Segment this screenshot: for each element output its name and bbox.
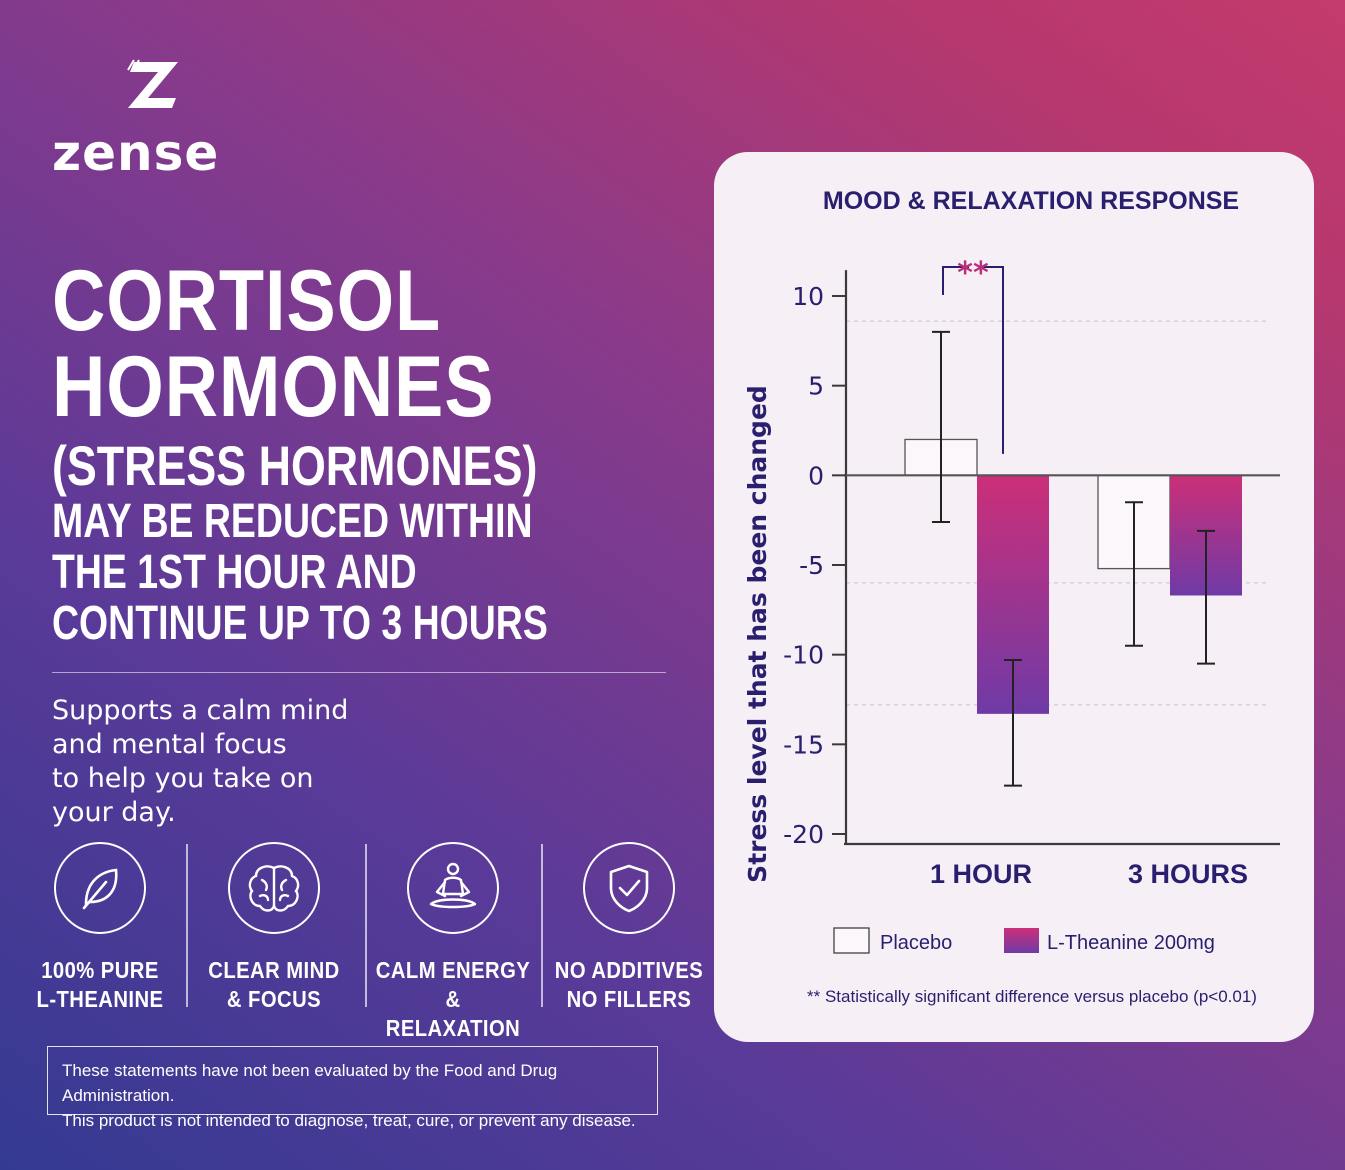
legend-label-theanine: L-Theanine 200mg	[1047, 932, 1215, 954]
headline-line-6: CONTINUE UP TO 3 HOURS	[52, 597, 548, 650]
headline-line-2: HORMONES	[52, 339, 495, 435]
chart-title: MOOD & RELAXATION RESPONSE	[823, 187, 1239, 215]
feature-pure-l-theanine: 100% PURE L-THEANINE	[12, 840, 188, 1014]
significance-marker: **	[957, 256, 989, 291]
feature-label-line-2: & RELAXATION	[385, 986, 521, 1041]
feature-separator	[541, 844, 543, 1007]
feature-clear-mind: CLEAR MIND & FOCUS	[186, 840, 362, 1014]
fda-disclaimer: These statements have not been evaluated…	[47, 1046, 658, 1130]
headline-line-3: (STRESS HORMONES)	[52, 434, 538, 497]
y-tick-label: 5	[808, 372, 824, 401]
feature-label-line-1: CLEAR MIND	[208, 957, 340, 983]
significance-bracket-left	[942, 266, 969, 295]
tagline-line-1: Supports a calm mind	[52, 695, 349, 726]
headline-line-1: CORTISOL	[52, 253, 442, 349]
y-tick-label: -10	[783, 641, 824, 670]
feature-calm-energy: CALM ENERGY & RELAXATION	[365, 840, 541, 1043]
feature-label-line-2: L-THEANINE	[36, 986, 164, 1012]
feature-list: 100% PURE L-THEANINE CLEAR MIND & FOCUS	[12, 840, 712, 1041]
feature-label-line-1: CALM ENERGY	[375, 957, 531, 983]
chart-footnote: ** Statistically significant difference …	[807, 987, 1257, 1006]
headline-line-5: THE 1ST HOUR AND	[52, 546, 417, 599]
x-category-label: 3 HOURS	[1128, 859, 1248, 889]
y-tick-label: 10	[792, 282, 824, 311]
feature-no-additives: NO ADDITIVES NO FILLERS	[541, 840, 717, 1014]
feature-separator	[365, 844, 367, 1007]
tagline-line-4: your day.	[52, 797, 176, 828]
y-tick-label: -5	[799, 551, 824, 580]
legend-swatch-theanine	[1004, 928, 1039, 953]
legend-label-placebo: Placebo	[880, 932, 952, 954]
feature-separator	[186, 844, 188, 1007]
feature-label-line-2: & FOCUS	[226, 986, 322, 1012]
bar-chart: MOOD & RELAXATION RESPONSE Stress level …	[743, 187, 1280, 1006]
tagline-line-3: to help you take on	[52, 763, 314, 794]
headline: CORTISOL HORMONES (STRESS HORMONES) MAY …	[52, 258, 672, 649]
tagline-line-2: and mental focus	[52, 729, 287, 760]
feature-label-line-1: NO ADDITIVES	[554, 957, 704, 983]
feature-label-line-2: NO FILLERS	[566, 986, 692, 1012]
feature-label-line-1: 100% PURE	[41, 957, 159, 983]
y-tick-label: -20	[783, 820, 824, 849]
y-tick-label: -15	[783, 730, 824, 759]
meditation-icon	[407, 842, 499, 934]
tagline: Supports a calm mind and mental focus to…	[52, 694, 412, 830]
significance-bracket-right	[979, 266, 1004, 454]
legend-swatch-placebo	[833, 927, 870, 954]
leaf-icon	[54, 842, 146, 934]
chart-card: MOOD & RELAXATION RESPONSE Stress level …	[714, 152, 1314, 1042]
shield-check-icon	[583, 842, 675, 934]
brain-icon	[228, 842, 320, 934]
brand-wordmark: zense	[52, 124, 220, 182]
x-category-label: 1 HOUR	[930, 859, 1032, 889]
section-divider	[52, 672, 666, 673]
disclaimer-line-2: This product is not intended to diagnose…	[62, 1111, 636, 1130]
disclaimer-line-1: These statements have not been evaluated…	[62, 1061, 558, 1105]
brand-logo: zense	[52, 58, 252, 188]
headline-line-4: MAY BE REDUCED WITHIN	[52, 495, 533, 548]
y-axis-label: Stress level that has been changed	[743, 385, 772, 883]
zense-z-logo-icon	[127, 59, 178, 108]
y-tick-label: 0	[808, 461, 824, 490]
